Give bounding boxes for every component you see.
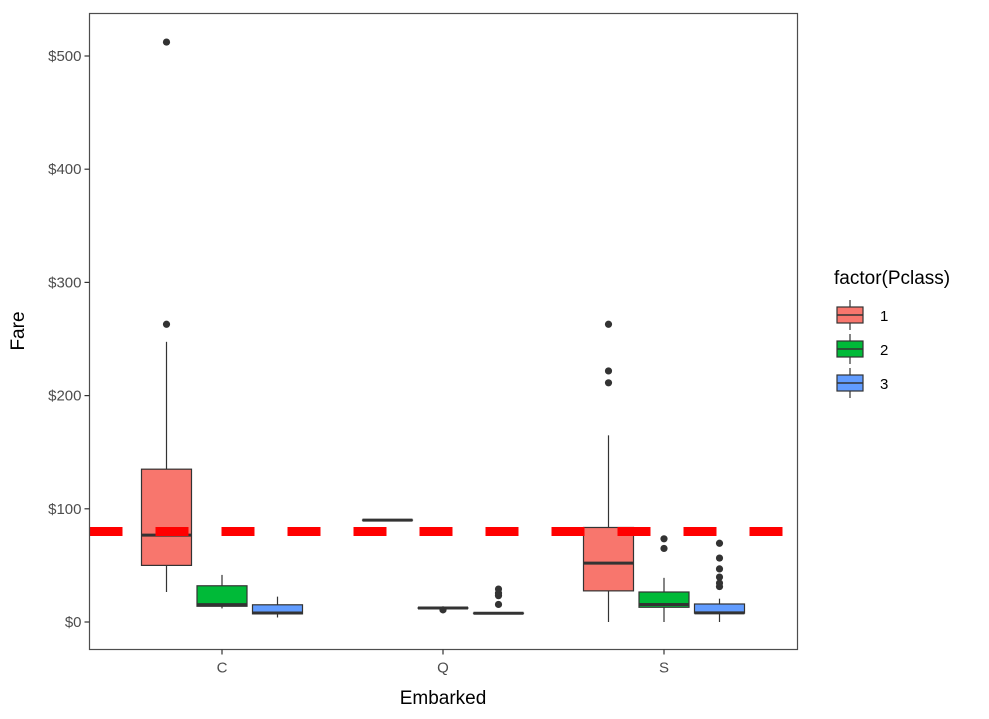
box-S-class-3 bbox=[693, 539, 746, 622]
y-tick-label: $200 bbox=[48, 388, 81, 405]
legend-item-2: 2 bbox=[836, 334, 888, 364]
box-C-class-1 bbox=[140, 38, 193, 593]
outlier-point bbox=[715, 554, 724, 562]
outlier-point bbox=[660, 544, 668, 553]
legend-label: 2 bbox=[880, 342, 888, 359]
outlier-point bbox=[604, 379, 613, 387]
y-tick-label: $400 bbox=[48, 161, 81, 178]
x-tick-label: Q bbox=[437, 660, 449, 677]
box-C-class-2 bbox=[196, 574, 248, 609]
y-axis: $0 $100 $200 $300 $400 $500 bbox=[48, 48, 90, 631]
x-axis-title: Embarked bbox=[400, 688, 487, 709]
outlier-point bbox=[660, 535, 668, 543]
legend-title: factor(Pclass) bbox=[834, 268, 950, 289]
outlier-point bbox=[162, 320, 171, 328]
box-iqr bbox=[582, 526, 635, 592]
box-iqr bbox=[196, 585, 248, 607]
outlier-point bbox=[715, 539, 724, 547]
box-iqr bbox=[140, 468, 193, 566]
y-axis-title: Fare bbox=[8, 311, 29, 350]
outlier-point bbox=[604, 320, 613, 328]
legend-label: 3 bbox=[880, 376, 888, 393]
y-tick-label: $0 bbox=[65, 614, 82, 631]
legend-item-1: 1 bbox=[836, 300, 888, 330]
legend-label: 1 bbox=[880, 308, 888, 325]
legend-item-3: 3 bbox=[836, 368, 888, 398]
outlier-point bbox=[715, 565, 724, 573]
box-S-class-2 bbox=[638, 535, 690, 622]
legend: factor(Pclass) 1 2 3 bbox=[834, 268, 950, 398]
y-tick-label: $100 bbox=[48, 501, 81, 518]
outlier-point bbox=[439, 606, 447, 614]
outlier-point bbox=[715, 579, 724, 587]
y-tick-label: $500 bbox=[48, 48, 81, 65]
box-C-class-3 bbox=[251, 596, 304, 618]
box-S-class-1 bbox=[582, 320, 635, 622]
outlier-point bbox=[715, 573, 724, 581]
box-Q-class-3 bbox=[472, 585, 525, 615]
outlier-point bbox=[494, 600, 503, 609]
box-Q-class-2 bbox=[417, 606, 469, 614]
outlier-point bbox=[494, 585, 503, 593]
outlier-point bbox=[604, 367, 613, 375]
y-tick-label: $300 bbox=[48, 274, 81, 291]
x-tick-label: C bbox=[217, 660, 228, 677]
plot-marks bbox=[89, 38, 798, 622]
x-tick-label: S bbox=[659, 660, 669, 677]
outlier-point bbox=[162, 38, 171, 46]
